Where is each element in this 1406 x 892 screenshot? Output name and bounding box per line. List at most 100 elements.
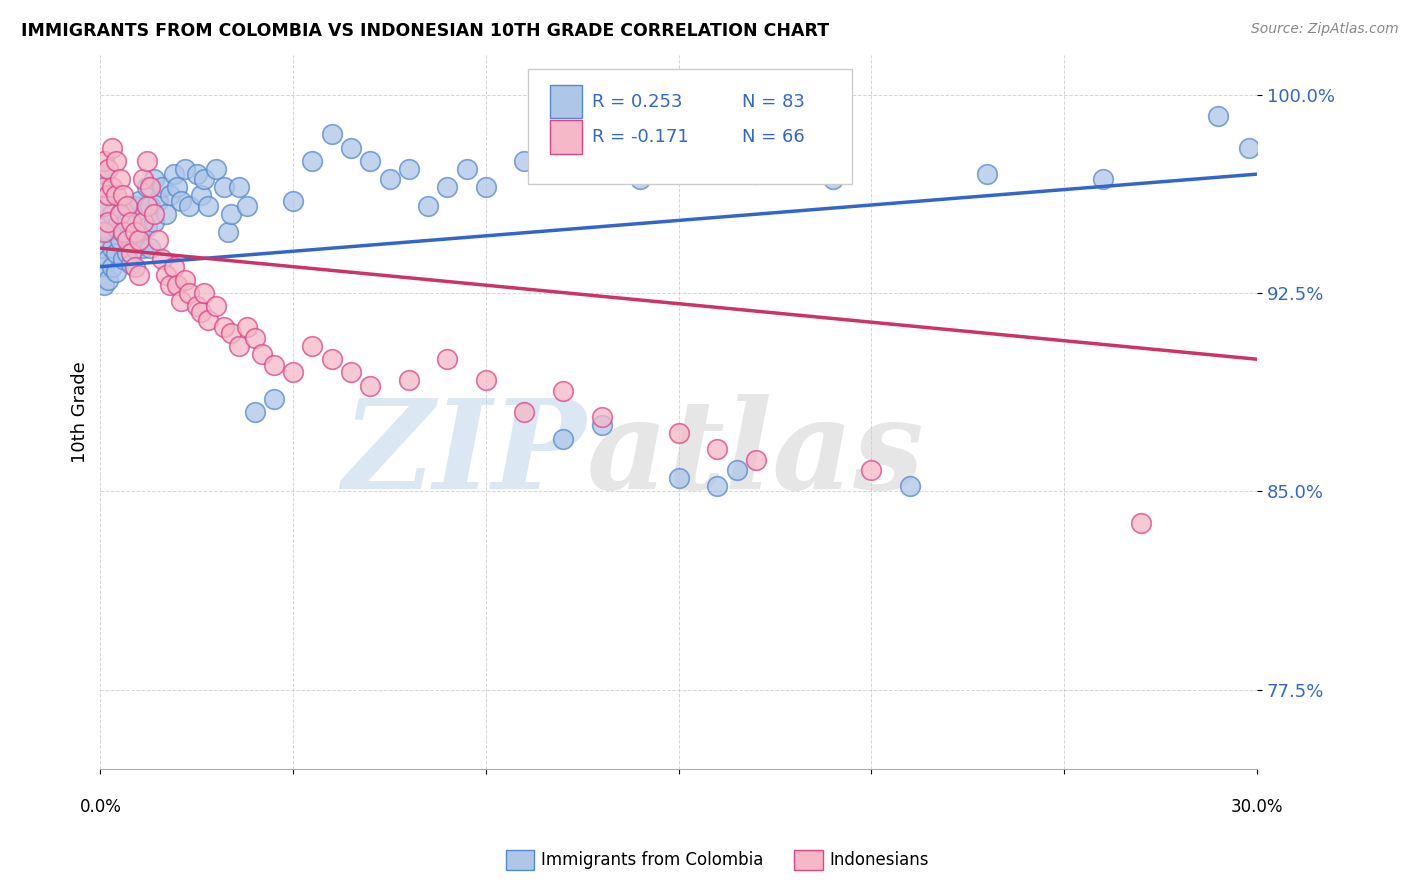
Point [104, 265, 127, 279]
Point [132, 172, 155, 186]
Point [170, 194, 193, 208]
Text: R = -0.171: R = -0.171 [592, 128, 689, 146]
Point [143, 207, 166, 221]
Point [128, 233, 150, 247]
Point [1130, 516, 1153, 531]
Text: 30.0%: 30.0% [1230, 797, 1284, 815]
Text: Source: ZipAtlas.com: Source: ZipAtlas.com [1251, 22, 1399, 37]
Point [513, 405, 536, 419]
Text: N = 66: N = 66 [742, 128, 806, 146]
Point [193, 172, 215, 186]
Point [93, 199, 115, 213]
Point [101, 260, 124, 274]
Point [104, 246, 127, 260]
Point [120, 215, 142, 229]
Text: ZIP: ZIP [343, 394, 586, 516]
Point [197, 199, 219, 213]
Point [97, 188, 120, 202]
Point [860, 463, 883, 477]
Point [159, 188, 181, 202]
Point [217, 225, 239, 239]
Y-axis label: 10th Grade: 10th Grade [72, 361, 89, 463]
Point [263, 392, 285, 406]
Point [135, 180, 157, 194]
Point [190, 188, 212, 202]
Point [221, 326, 243, 340]
Point [166, 278, 188, 293]
Point [340, 366, 363, 380]
Point [321, 128, 343, 142]
Point [101, 207, 124, 221]
Text: 0.0%: 0.0% [79, 797, 121, 815]
Point [108, 207, 131, 221]
Point [93, 241, 115, 255]
Point [135, 153, 157, 168]
Point [301, 339, 323, 353]
Point [591, 410, 613, 425]
Point [898, 479, 921, 493]
Text: IMMIGRANTS FROM COLOMBIA VS INDONESIAN 10TH GRADE CORRELATION CHART: IMMIGRANTS FROM COLOMBIA VS INDONESIAN 1… [21, 22, 830, 40]
Point [212, 180, 235, 194]
Point [124, 225, 146, 239]
Text: R = 0.253: R = 0.253 [592, 93, 682, 111]
Point [93, 153, 115, 168]
Point [221, 207, 243, 221]
Point [112, 225, 135, 239]
Point [551, 384, 574, 398]
Point [551, 432, 574, 446]
Point [159, 278, 181, 293]
Text: Indonesians: Indonesians [830, 851, 929, 869]
Point [132, 207, 155, 221]
Point [97, 215, 120, 229]
Point [212, 320, 235, 334]
FancyBboxPatch shape [550, 120, 582, 154]
Point [177, 286, 200, 301]
Point [120, 246, 142, 260]
Point [150, 180, 173, 194]
Point [112, 252, 135, 266]
Point [97, 188, 120, 202]
Point [104, 188, 127, 202]
Point [340, 141, 363, 155]
Point [252, 347, 274, 361]
Point [359, 153, 381, 168]
Point [101, 241, 124, 255]
Point [186, 167, 208, 181]
Point [456, 161, 478, 176]
Point [93, 260, 115, 274]
Point [108, 172, 131, 186]
Point [108, 233, 131, 247]
Point [139, 180, 162, 194]
Point [243, 331, 266, 345]
Point [104, 220, 127, 235]
Point [139, 241, 162, 255]
Point [132, 241, 155, 255]
Point [1239, 141, 1261, 155]
Point [135, 220, 157, 235]
Point [166, 180, 188, 194]
Point [821, 172, 844, 186]
Point [93, 220, 115, 235]
Point [97, 161, 120, 176]
Point [124, 241, 146, 255]
Point [668, 471, 690, 485]
Point [93, 180, 115, 194]
Point [120, 233, 142, 247]
Point [148, 233, 170, 247]
Point [591, 418, 613, 433]
Point [124, 199, 146, 213]
Point [628, 172, 651, 186]
Point [97, 225, 120, 239]
Point [706, 442, 728, 457]
Point [135, 199, 157, 213]
Point [236, 320, 259, 334]
Point [976, 167, 998, 181]
Point [101, 180, 124, 194]
Text: Immigrants from Colombia: Immigrants from Colombia [541, 851, 763, 869]
FancyBboxPatch shape [550, 85, 582, 119]
Point [197, 312, 219, 326]
Point [745, 167, 768, 181]
Point [93, 199, 115, 213]
Point [745, 452, 768, 467]
Point [205, 299, 228, 313]
